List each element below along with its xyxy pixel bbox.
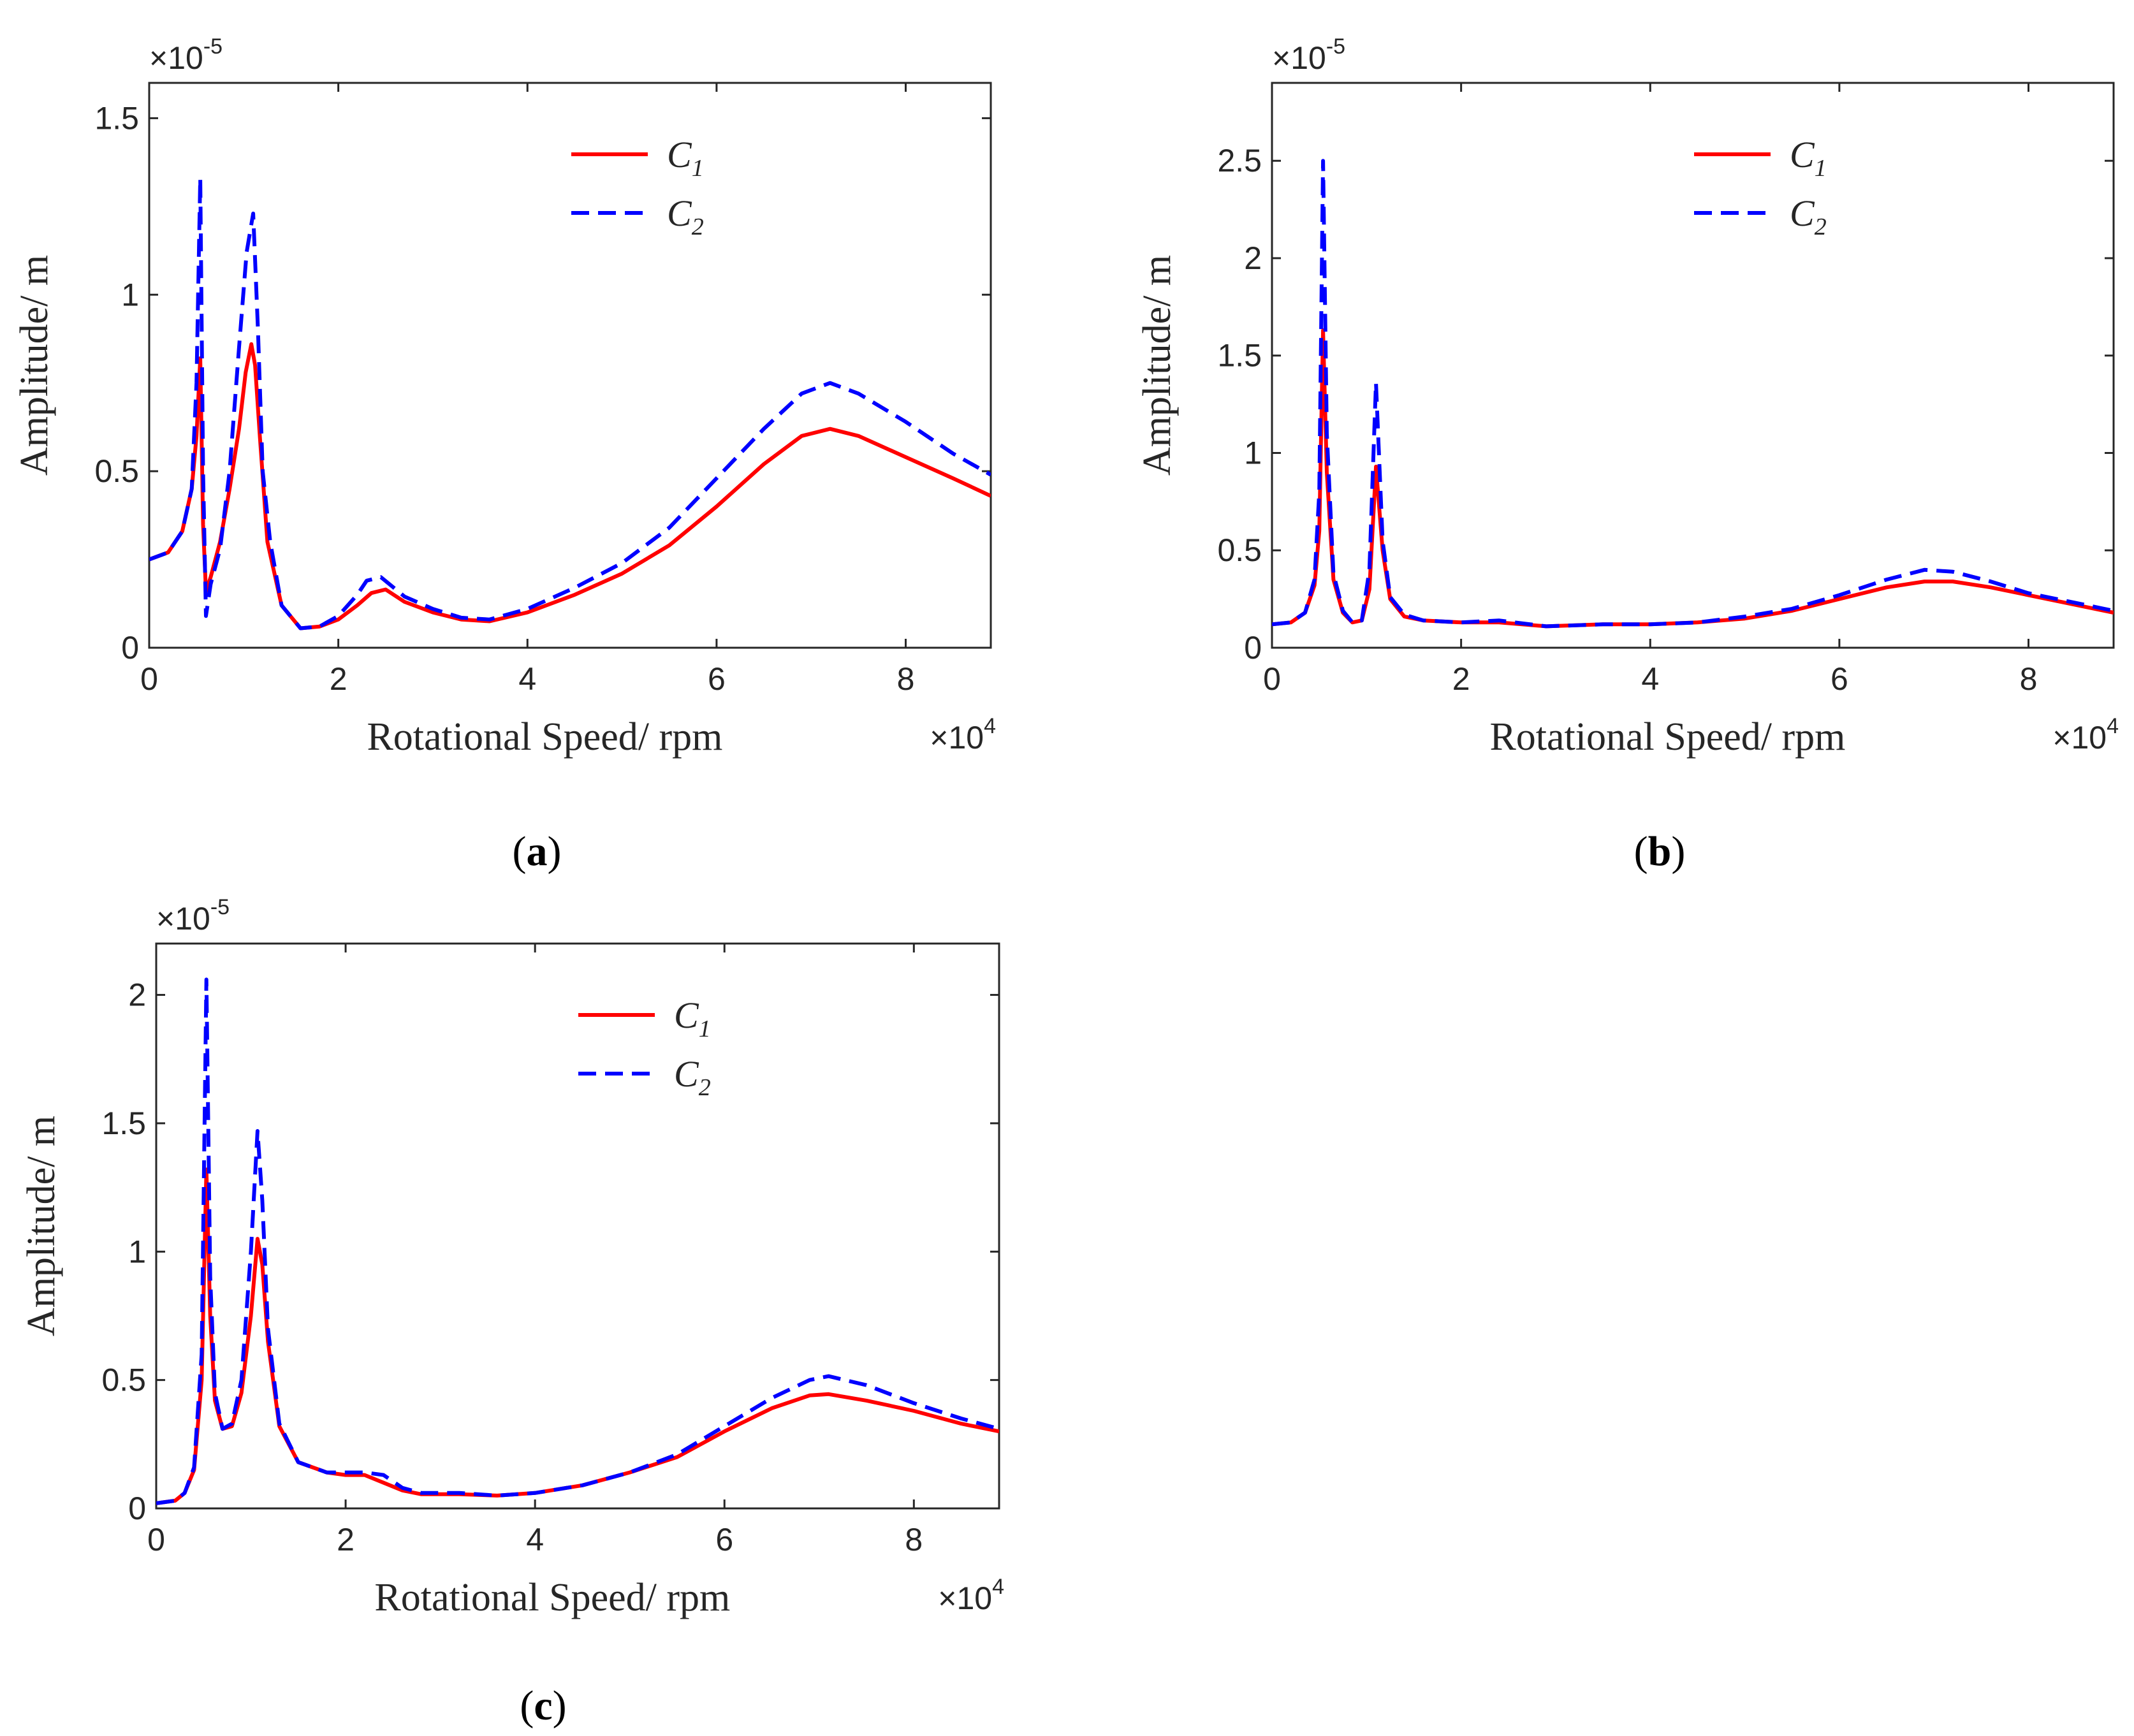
- x-tick-label: 8: [905, 1522, 923, 1557]
- panel-label-c: (c): [520, 1682, 566, 1729]
- chart-panel-a: 0 2 4 6 8 0 0.5 1 1.5 ×10-5 ×104 Rotational Speed/ …: [13, 34, 996, 759]
- x-axis-label: Rotational Speed/ rpm: [1489, 715, 1845, 759]
- x-tick-label: 0: [147, 1522, 165, 1557]
- x-tick-label: 4: [526, 1522, 544, 1557]
- legend-label-c1: C1: [1790, 134, 1827, 182]
- series-line-c2: [1272, 159, 2114, 629]
- x-tick-label: 4: [1641, 661, 1659, 697]
- plot-area: [1271, 82, 2115, 649]
- series-line-c1: [156, 1167, 999, 1505]
- panel-label-a: (a): [513, 828, 562, 875]
- series-line-c2: [156, 977, 999, 1505]
- x-tick-label: 2: [1452, 661, 1470, 697]
- x-tick-label: 2: [330, 661, 347, 697]
- y-tick-label: 1: [1244, 435, 1262, 470]
- x-tick-label: 6: [715, 1522, 733, 1557]
- x-tick-label: 6: [708, 661, 726, 697]
- x-exponent-label: ×104: [938, 1575, 1004, 1616]
- x-exponent-label: ×104: [2052, 714, 2119, 755]
- legend-label-c1: C1: [667, 134, 704, 182]
- series-line-c2: [149, 176, 991, 631]
- legend-label-c2: C2: [667, 193, 704, 240]
- x-tick-label: 8: [2020, 661, 2038, 697]
- y-tick-label: 2: [1244, 240, 1262, 276]
- x-tick-label: 0: [140, 661, 158, 697]
- chart-panel-b: 0 2 4 6 8 0 0.5 1 1.5 2 2.5 ×10-5 ×104 Rotational Spe…: [1136, 34, 2119, 759]
- x-tick-label: 8: [897, 661, 915, 697]
- y-tick-label: 1: [121, 277, 139, 312]
- legend-label-c1: C1: [674, 995, 711, 1042]
- x-axis-label: Rotational Speed/ rpm: [374, 1576, 730, 1619]
- y-tick-label: 0: [128, 1491, 146, 1526]
- legend-label-c2: C2: [674, 1053, 711, 1101]
- plot-area: [155, 942, 1000, 1510]
- plot-area: [148, 82, 992, 649]
- x-tick-label: 0: [1263, 661, 1281, 697]
- y-exponent-label: ×10-5: [149, 34, 223, 76]
- y-axis-label: Amplitude/ m: [13, 255, 56, 476]
- y-axis-label: Amplitude/ m: [1136, 255, 1179, 476]
- y-tick-label: 0.5: [101, 1362, 146, 1398]
- chart-panel-c: 0 2 4 6 8 0 0.5 1 1.5 2 ×10-5 ×104 Rotational Speed/…: [20, 895, 1004, 1619]
- y-tick-label: 1.5: [101, 1105, 146, 1141]
- y-tick-label: 0: [1244, 630, 1262, 666]
- x-tick-label: 2: [337, 1522, 354, 1557]
- x-axis-label: Rotational Speed/ rpm: [367, 715, 722, 759]
- y-exponent-label: ×10-5: [1272, 34, 1345, 76]
- legend-label-c2: C2: [1790, 193, 1827, 240]
- x-exponent-label: ×104: [930, 714, 996, 755]
- y-exponent-label: ×10-5: [156, 895, 230, 937]
- y-tick-label: 1.5: [94, 100, 139, 136]
- y-tick-label: 0.5: [1217, 532, 1262, 568]
- y-tick-label: 0: [121, 630, 139, 666]
- panel-label-b: (b): [1634, 828, 1686, 875]
- y-tick-label: 2: [128, 977, 146, 1013]
- y-tick-label: 0.5: [94, 453, 139, 489]
- y-tick-label: 2.5: [1217, 143, 1262, 179]
- x-tick-label: 6: [1831, 661, 1848, 697]
- y-tick-label: 1: [128, 1234, 146, 1269]
- y-tick-label: 1.5: [1217, 338, 1262, 374]
- y-axis-label: Amplitude/ m: [20, 1116, 63, 1336]
- x-tick-label: 4: [518, 661, 536, 697]
